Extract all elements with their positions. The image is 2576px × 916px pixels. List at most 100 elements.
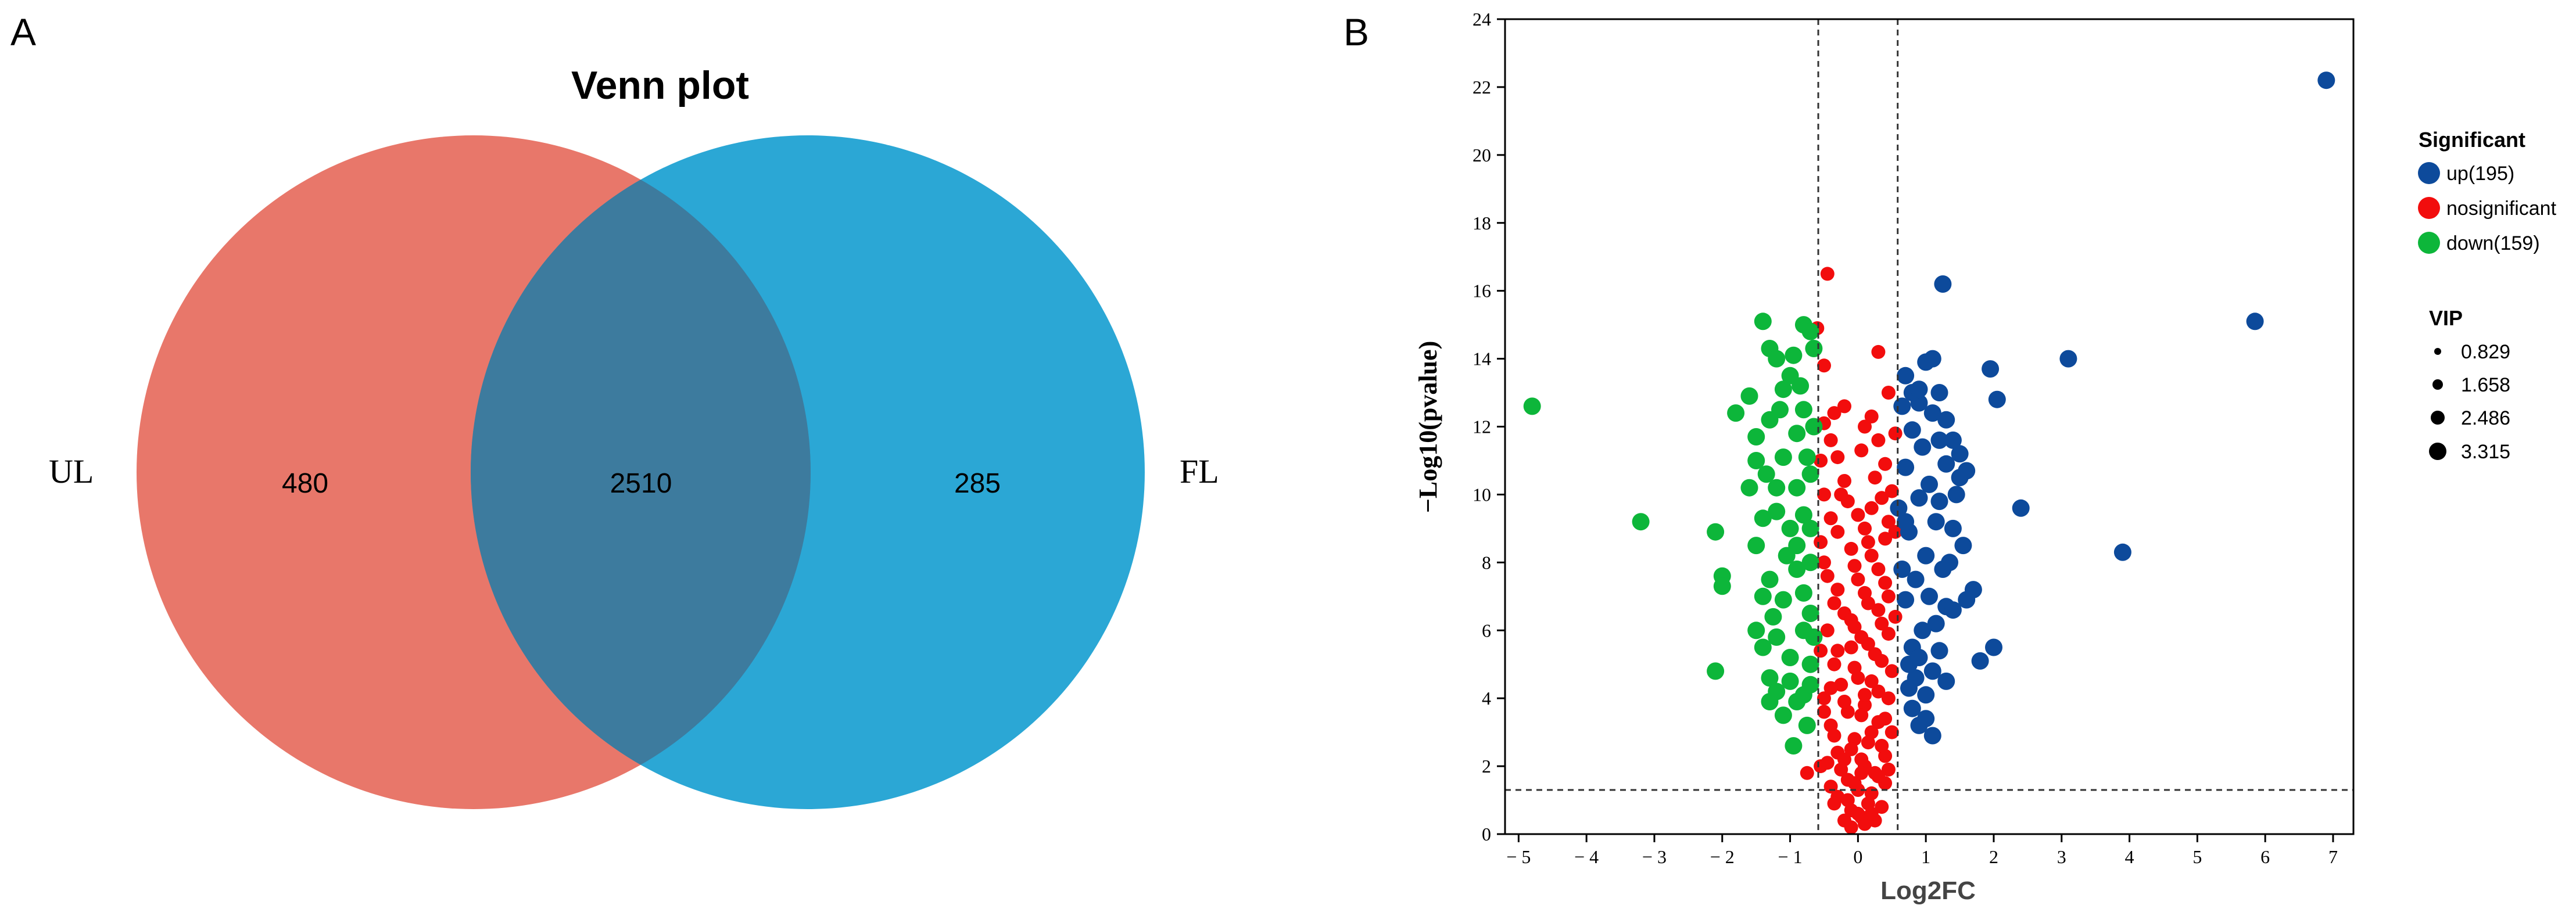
down-point	[1771, 401, 1789, 419]
up-point	[1958, 462, 1976, 480]
nosignificant-point	[1834, 487, 1848, 502]
nosignificant-point	[1814, 535, 1828, 549]
nosignificant-point	[1847, 660, 1862, 675]
down-point	[1801, 465, 1819, 483]
up-point	[1923, 404, 1941, 422]
venn-count-shared: 2510	[610, 468, 672, 499]
nosignificant-point	[1830, 583, 1845, 597]
up-point	[1958, 591, 1976, 609]
nosignificant-point	[1817, 487, 1831, 502]
nosignificant-point	[1827, 796, 1841, 811]
up-point	[1910, 380, 1928, 398]
up-point	[2317, 71, 2335, 89]
nosignificant-point	[1881, 386, 1896, 400]
up-point	[1934, 275, 1952, 293]
nosignificant-point	[1837, 695, 1851, 709]
nosignificant-point	[1823, 511, 1838, 526]
up-point	[1897, 591, 1915, 609]
down-point	[1785, 737, 1803, 755]
down-point	[1768, 502, 1786, 520]
x-tick-label: 3	[2057, 846, 2066, 867]
nosignificant-point	[1888, 426, 1903, 441]
vip-label-1: 0.829	[2461, 341, 2510, 363]
down-point	[1801, 519, 1819, 537]
x-tick-label: 4	[2125, 846, 2134, 867]
y-tick-label: 22	[1472, 77, 1491, 98]
nosignificant-point	[1884, 725, 1899, 739]
y-tick-label: 14	[1472, 349, 1491, 369]
nosignificant-point	[1878, 457, 1893, 471]
up-point	[1941, 554, 1958, 572]
up-point	[1923, 350, 1941, 368]
nosignificant-point	[1878, 749, 1893, 763]
down-point	[1801, 322, 1819, 340]
down-point	[1794, 401, 1812, 419]
up-point	[1937, 455, 1955, 473]
nosignificant-point	[1844, 541, 1858, 556]
up-point	[2113, 543, 2131, 561]
nosignificant-point	[1847, 620, 1862, 634]
up-point	[1944, 601, 1962, 619]
up-point	[1914, 438, 1932, 456]
nosignificant-point	[1881, 589, 1896, 604]
nosignificant-point	[1871, 684, 1886, 699]
down-point	[1768, 628, 1786, 646]
nosignificant-point	[1814, 454, 1828, 468]
x-tick-label: − 1	[1778, 846, 1803, 867]
down-point	[1801, 605, 1819, 622]
venn-intersection	[471, 135, 811, 809]
nosignificant-point	[1830, 525, 1845, 539]
down-point	[1781, 672, 1799, 690]
nosignificant-point	[1851, 508, 1865, 522]
down-point	[1754, 509, 1772, 527]
nosignificant-point	[1844, 820, 1858, 835]
nosignificant-point	[1868, 470, 1882, 485]
up-point	[1897, 458, 1915, 476]
down-point	[1794, 622, 1812, 640]
nosignificant-point	[1827, 657, 1841, 671]
nosignificant-point	[1820, 756, 1835, 770]
nosignificant-point	[1864, 674, 1879, 688]
nosignificant-point	[1817, 691, 1831, 706]
nosignificant-point	[1837, 752, 1851, 767]
down-point	[1774, 591, 1792, 609]
venn-set-label-fl: FL	[1180, 452, 1219, 490]
up-point	[1971, 652, 1989, 670]
x-tick-label: − 2	[1710, 846, 1735, 867]
up-point	[1900, 679, 1918, 697]
y-tick-label: 10	[1472, 484, 1491, 505]
nosignificant-point	[1881, 515, 1896, 529]
down-point	[1794, 506, 1812, 524]
up-point	[1927, 513, 1945, 531]
nosignificant-point	[1864, 548, 1879, 563]
nosignificant-point	[1881, 691, 1896, 706]
vip-marker-3	[2431, 411, 2445, 425]
y-tick-label: 12	[1472, 416, 1491, 437]
nosignificant-point	[1823, 780, 1838, 794]
volcano-points	[1523, 71, 2335, 835]
nosignificant-point	[1830, 644, 1845, 658]
nosignificant-point	[1864, 806, 1879, 821]
nosignificant-point	[1871, 715, 1886, 730]
nosignificant-point	[1851, 572, 1865, 587]
venn-panel: A Venn plot UL FL 480 2510 285	[10, 10, 1219, 809]
nosignificant-point	[1875, 491, 1889, 505]
y-axis-label: −Log10(pvalue)	[1414, 341, 1442, 513]
up-point	[2246, 312, 2264, 331]
vip-marker-4	[2429, 443, 2446, 460]
nosignificant-point	[1871, 433, 1886, 447]
nosignificant-point	[1814, 644, 1828, 658]
down-point	[1805, 418, 1823, 436]
y-tick-label: 20	[1472, 145, 1491, 166]
venn-count-fl-only: 285	[954, 468, 1001, 499]
down-point	[1754, 587, 1772, 605]
up-point	[1954, 537, 1972, 555]
nosignificant-point	[1837, 399, 1851, 414]
down-point	[1798, 448, 1816, 466]
down-point	[1768, 479, 1786, 497]
x-tick-label: 7	[2328, 846, 2338, 867]
nosignificant-point	[1830, 450, 1845, 465]
vip-label-4: 3.315	[2461, 441, 2510, 463]
